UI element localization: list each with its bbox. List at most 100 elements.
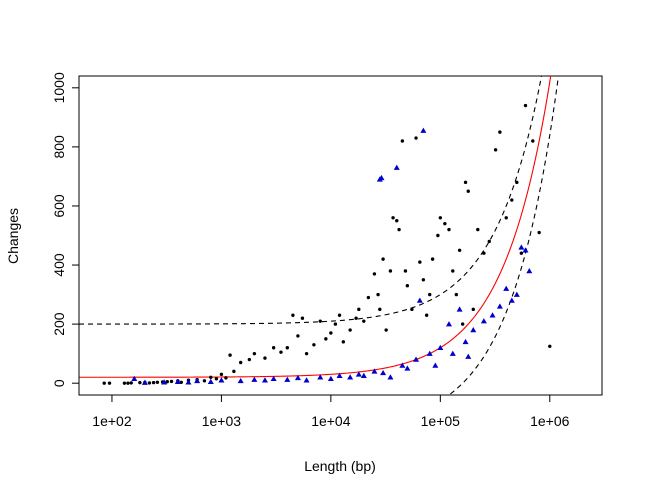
plot-frame <box>78 75 603 396</box>
triangle-point <box>185 379 192 385</box>
circle-point <box>424 313 429 317</box>
triangle-point <box>284 376 291 382</box>
triangle-point <box>399 362 406 368</box>
triangle-point <box>513 291 520 297</box>
x-axis: 1e+02 1e+03 1e+04 1e+05 1e+06 <box>92 394 570 429</box>
y-tick-label: 400 <box>51 253 67 277</box>
circle-point <box>214 377 219 381</box>
triangle-point <box>174 378 181 384</box>
circle-point <box>169 379 174 384</box>
circle-point <box>471 307 475 312</box>
triangle-point <box>456 306 463 312</box>
triangle-point <box>161 379 168 385</box>
circle-point <box>443 221 447 226</box>
circle-point <box>447 227 451 232</box>
circle-point <box>107 381 112 385</box>
circle-point <box>376 292 380 297</box>
triangle-point <box>347 374 354 380</box>
y-tick-label: 0 <box>51 379 67 387</box>
circle-point <box>410 307 414 312</box>
triangle-point <box>355 371 362 377</box>
triangle-point <box>445 321 452 327</box>
circle-point <box>279 350 283 354</box>
triangle-point <box>378 174 385 181</box>
circle-point <box>487 239 491 244</box>
circle-point <box>414 136 418 140</box>
triangle-point <box>416 297 423 303</box>
x-tick-label: 1e+05 <box>421 413 461 429</box>
circle-point <box>428 292 432 297</box>
triangle-point <box>465 353 472 359</box>
triangle-point <box>413 356 420 362</box>
fit-curve-2 <box>448 76 559 395</box>
x-tick-label: 1e+06 <box>530 413 570 429</box>
circle-point <box>454 292 459 297</box>
circle-point <box>421 278 426 282</box>
circle-point <box>510 198 514 202</box>
circle-point <box>219 372 224 377</box>
fit-curves <box>79 76 559 395</box>
circle-point <box>165 380 169 384</box>
circle-point <box>304 351 309 356</box>
y-axis-title: Changes <box>5 208 21 264</box>
triangle-point <box>371 368 378 374</box>
circle-point <box>397 227 401 232</box>
x-tick-label: 1e+04 <box>311 413 351 429</box>
circle-point <box>537 230 541 235</box>
circle-point <box>498 130 502 134</box>
triangle-point <box>393 164 400 170</box>
circle-point <box>523 103 528 108</box>
circle-point <box>378 307 382 312</box>
circle-point <box>333 322 338 326</box>
triangle-point <box>218 377 225 383</box>
circle-point <box>548 344 552 348</box>
circle-point <box>151 380 156 385</box>
circle-point <box>138 380 142 385</box>
circle-point <box>451 269 455 273</box>
circle-point <box>504 216 508 220</box>
circle-point <box>430 257 435 261</box>
y-tick-label: 1000 <box>51 72 67 103</box>
triangle-point <box>449 350 456 356</box>
circle-point <box>357 307 361 312</box>
triangle-point <box>496 303 503 309</box>
circle-point <box>354 316 358 320</box>
circle-point <box>531 139 535 143</box>
circle-point <box>466 189 470 193</box>
fit-curve-1 <box>79 76 543 325</box>
circle-point <box>391 216 395 220</box>
circle-point <box>238 360 243 365</box>
triangle-point <box>432 362 439 368</box>
triangle-point <box>518 244 525 250</box>
circle-point <box>318 319 322 323</box>
triangle-point <box>251 376 258 382</box>
circle-point <box>395 219 399 223</box>
triangle-point <box>303 377 310 383</box>
circle-point <box>329 331 333 335</box>
triangle-point <box>522 247 529 253</box>
circle-point <box>436 233 440 238</box>
circle-point <box>122 381 127 385</box>
circle-point <box>348 328 352 332</box>
circle-point <box>460 322 465 326</box>
triangle-point <box>360 372 367 379</box>
y-axis: 0 200 400 600 800 1000 <box>51 72 80 387</box>
triangle-point <box>470 327 477 333</box>
triangle-point <box>503 285 510 291</box>
circle-point <box>300 316 305 320</box>
circle-point <box>263 356 267 360</box>
circle-point <box>341 340 346 344</box>
triangle-point <box>426 350 433 356</box>
triangle-point <box>237 377 244 384</box>
triangle-point <box>327 375 334 382</box>
circle-point <box>362 319 366 323</box>
circle-point <box>271 346 276 350</box>
circle-point <box>515 180 519 185</box>
circle-point <box>252 351 257 356</box>
circle-point <box>372 272 377 276</box>
circle-point <box>209 375 213 379</box>
y-tick-label: 800 <box>51 135 67 159</box>
circle-point <box>400 139 405 143</box>
triangle-point <box>261 377 268 383</box>
